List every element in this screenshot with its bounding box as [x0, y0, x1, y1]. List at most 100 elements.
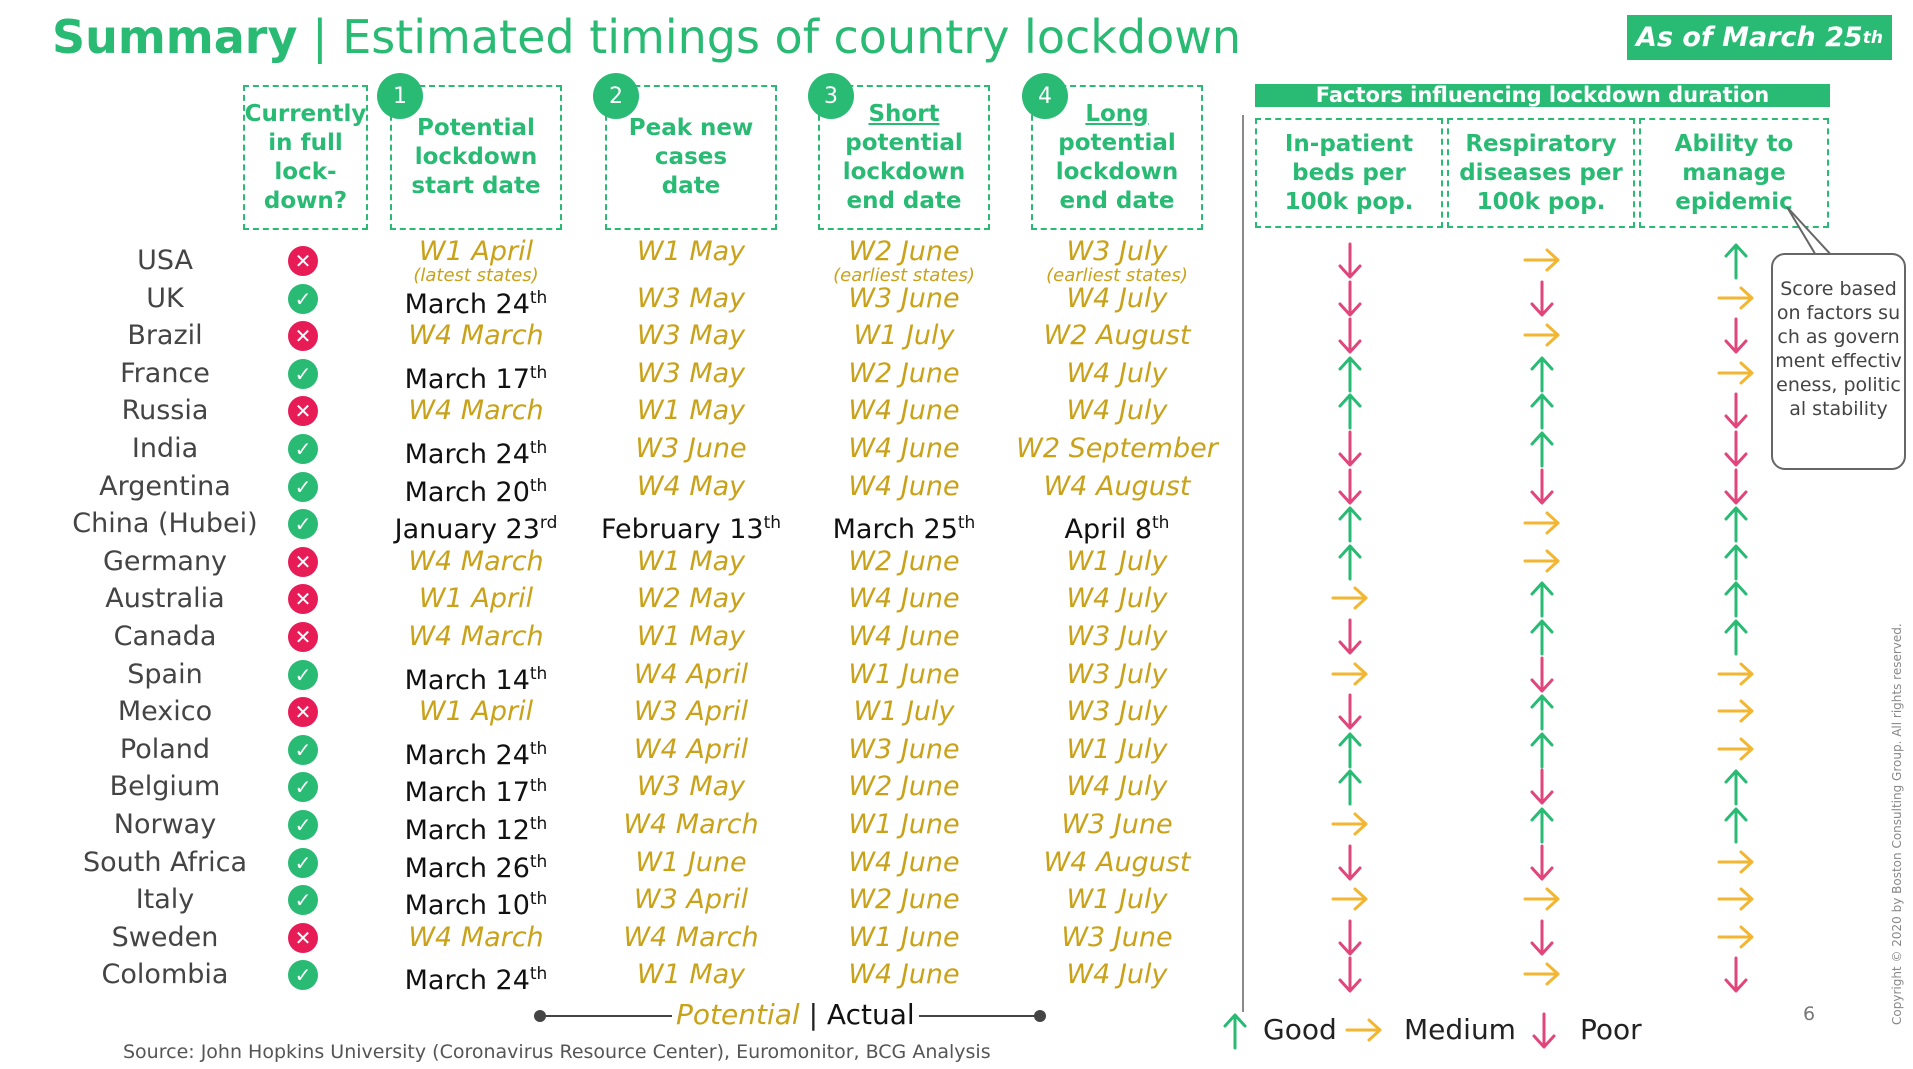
- long-date-text: W3 June: [1061, 809, 1173, 840]
- start-date: W1 April: [371, 693, 581, 730]
- start-date-suffix: th: [529, 889, 548, 910]
- start-date-text: March 20: [404, 476, 530, 508]
- country-name: Canada: [113, 621, 217, 652]
- start-date: March 24th: [371, 956, 581, 999]
- ability-arrow-down-icon: [1723, 956, 1749, 994]
- start-date-suffix: th: [529, 738, 548, 759]
- short-date-text: W4 June: [848, 959, 960, 991]
- check-icon: ✓: [288, 734, 318, 765]
- header-start-label: Potential lockdown start date: [411, 115, 541, 199]
- country-name: UK: [146, 282, 184, 314]
- short-date-text: W4 June: [848, 583, 960, 615]
- score-callout: Score based on factors such as governmen…: [1771, 253, 1906, 470]
- beds-arrow-up-icon: [1337, 505, 1363, 543]
- start-date-text: W1 April: [418, 236, 534, 267]
- header-long-emph: Long: [1085, 100, 1149, 127]
- short-date-text: W4 June: [848, 470, 960, 502]
- title-bold: Summary: [52, 10, 298, 64]
- table-row: India ✓ March 24th W3 June W4 June W2 Septemb…: [0, 430, 1913, 470]
- short-date: W2 June: [799, 543, 1009, 580]
- start-date-text: W1 April: [418, 696, 534, 728]
- check-icon: ✓: [288, 960, 318, 991]
- peak-date-text: W4 May: [636, 470, 746, 502]
- start-date-suffix: th: [529, 438, 548, 458]
- check-icon: ✓: [288, 885, 318, 916]
- legend-dot-left: [534, 1010, 546, 1022]
- ability-arrow-down-icon: [1723, 317, 1749, 355]
- long-date: W2 September: [1012, 430, 1222, 467]
- country-name: France: [120, 357, 210, 389]
- ability-arrow-down-icon: [1723, 430, 1749, 468]
- start-date: March 10th: [371, 881, 581, 924]
- start-date-text: March 10: [404, 890, 530, 922]
- beds-arrow-down-icon: [1337, 242, 1363, 280]
- peak-date: W3 May: [586, 355, 796, 392]
- start-date-text: March 24: [404, 288, 530, 320]
- long-date: W1 July: [1012, 543, 1222, 580]
- short-date: W1 July: [799, 693, 1009, 730]
- divider-line: [1242, 115, 1244, 1012]
- peak-date-text: W4 April: [633, 658, 749, 690]
- short-date-text: W3 June: [848, 733, 960, 765]
- peak-date: W4 May: [586, 468, 796, 505]
- header-factor-beds-label: In-patient beds per 100k pop.: [1284, 130, 1414, 215]
- short-date-text: W2 June: [848, 545, 960, 577]
- beds-arrow-down-icon: [1337, 280, 1363, 318]
- ability-arrow-right-icon: [1717, 848, 1755, 876]
- header-factor-beds: In-patient beds per 100k pop.: [1255, 118, 1443, 228]
- peak-date-text: W1 May: [636, 621, 746, 652]
- header-status: Currently in full lock-down?: [243, 85, 368, 230]
- short-date: March 25th: [799, 505, 1009, 548]
- potential-actual-legend: Potential | Actual: [672, 998, 919, 1031]
- country-name: Russia: [121, 395, 209, 427]
- peak-date-text: W3 May: [636, 320, 746, 352]
- check-icon: ✓: [288, 471, 318, 502]
- cross-icon: ✕: [288, 622, 318, 652]
- beds-arrow-up-icon: [1337, 768, 1363, 806]
- legend-separator: |: [808, 998, 819, 1031]
- respiratory-arrow-up-icon: [1529, 355, 1555, 393]
- peak-date-text: W1 June: [635, 846, 747, 878]
- short-date: W4 June: [799, 392, 1009, 429]
- peak-date-suffix: th: [763, 513, 782, 534]
- start-date: March 24th: [371, 430, 581, 473]
- beds-arrow-up-icon: [1337, 731, 1363, 769]
- ability-arrow-up-icon: [1723, 806, 1749, 844]
- peak-date: W1 June: [586, 844, 796, 881]
- peak-date: W1 May: [586, 543, 796, 580]
- start-date: W1 April: [371, 580, 581, 617]
- step-1-badge: 1: [377, 73, 423, 119]
- beds-arrow-right-icon: [1331, 810, 1369, 838]
- long-date-text: W3 June: [1061, 921, 1173, 953]
- beds-arrow-down-icon: [1337, 430, 1363, 468]
- respiratory-arrow-right-icon: [1523, 547, 1561, 575]
- short-date: W3 June: [799, 280, 1009, 317]
- long-date-text: W4 July: [1066, 357, 1168, 389]
- peak-date: W4 April: [586, 656, 796, 693]
- ability-arrow-right-icon: [1717, 697, 1755, 725]
- start-date: W4 March: [371, 543, 581, 580]
- start-date-text: W4 March: [408, 621, 544, 652]
- country-name: Sweden: [111, 921, 219, 953]
- respiratory-arrow-up-icon: [1529, 392, 1555, 430]
- start-date: March 12th: [371, 806, 581, 849]
- peak-date-text: February 13: [600, 514, 764, 546]
- start-date-suffix: th: [529, 663, 548, 684]
- long-date: W3 June: [1012, 806, 1222, 843]
- long-date: W4 July: [1012, 280, 1222, 317]
- peak-date: February 13th: [586, 505, 796, 548]
- start-date-text: W4 March: [408, 395, 544, 427]
- start-date-text: March 24: [404, 439, 530, 470]
- start-date: W4 March: [371, 317, 581, 354]
- peak-date-text: W1 May: [636, 959, 746, 991]
- short-date-text: W1 June: [848, 809, 960, 840]
- ability-arrow-up-icon: [1723, 505, 1749, 543]
- country-name: Argentina: [99, 470, 231, 502]
- short-date: W3 June: [799, 731, 1009, 768]
- short-date: W2 June: [799, 355, 1009, 392]
- as-of-text: As of March 25: [1636, 22, 1863, 53]
- peak-date-text: W1 May: [636, 236, 746, 267]
- start-date: January 23rd: [371, 505, 581, 548]
- ability-arrow-up-icon: [1723, 768, 1749, 806]
